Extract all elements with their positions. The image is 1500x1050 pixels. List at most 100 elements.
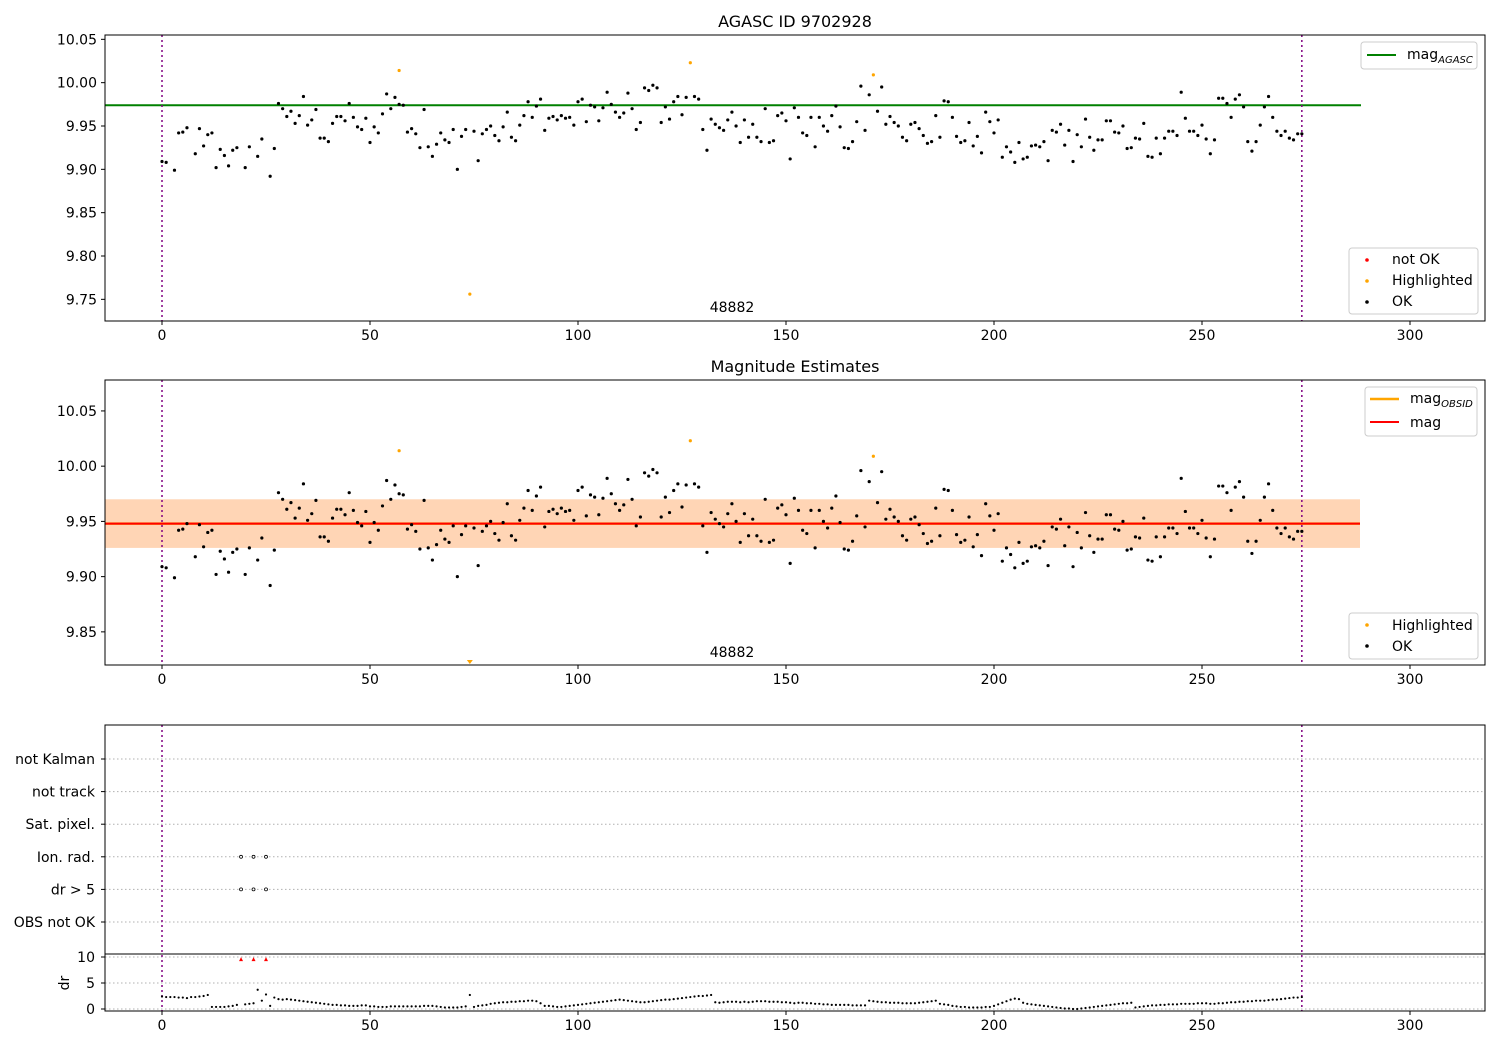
- dr-ok-point: [348, 1004, 351, 1007]
- legend-highlighted-label: Highlighted: [1392, 273, 1473, 289]
- dr-ok-point: [909, 1002, 912, 1005]
- agasc-ok-point: [842, 146, 846, 150]
- dr-ok-point: [543, 1004, 546, 1007]
- legend-mag-ok-label: OK: [1392, 639, 1413, 655]
- dr-ok-point: [526, 999, 530, 1002]
- dr-ok-point: [560, 1005, 563, 1009]
- dr-ok-point: [1042, 1004, 1046, 1007]
- mag-ok-point: [946, 488, 950, 493]
- mag-ok-point: [368, 540, 372, 544]
- mag-ok-point: [210, 528, 214, 532]
- dr-ok-point: [310, 1001, 313, 1004]
- mag-ok-point: [455, 575, 459, 579]
- mag-ok-point: [202, 545, 206, 549]
- dr-notok-marker: [239, 957, 244, 962]
- agasc-ok-point: [518, 123, 522, 127]
- mag-ok-point: [484, 524, 489, 528]
- dr-ok-point: [597, 1001, 600, 1004]
- flag-point: [264, 854, 268, 859]
- dr-ok-point: [223, 1005, 226, 1009]
- dr-ok-point: [314, 1001, 318, 1004]
- agasc-ok-point: [231, 148, 235, 152]
- agasc-ok-point: [172, 168, 177, 172]
- mag-ok-point: [601, 496, 605, 500]
- mag-ok-point: [572, 518, 576, 522]
- mag-ok-point: [339, 507, 343, 511]
- mag-ok-point: [1196, 531, 1200, 536]
- panel-mag-estimates: Magnitude Estimates 0 50 100 150 200 250 300 9.…: [57, 357, 1486, 688]
- agasc-ok-point: [1283, 129, 1287, 133]
- dr-ok-point: [934, 999, 937, 1002]
- mag-ok-point: [1179, 476, 1183, 480]
- mag-ok-point: [522, 506, 526, 510]
- agasc-ok-point: [1233, 97, 1237, 101]
- mag-ok-point: [501, 520, 505, 525]
- dr-ok-point: [248, 1002, 251, 1005]
- mag-ok-point: [256, 558, 260, 562]
- mag-ok-point: [285, 507, 289, 511]
- dr-ok-point: [651, 1000, 654, 1003]
- mag-ok-point: [663, 495, 667, 499]
- dr-ok-point: [1205, 1002, 1208, 1005]
- agasc-ok-point: [659, 120, 663, 125]
- dr-ok-point: [1267, 999, 1270, 1002]
- agasc-ok-point: [1287, 136, 1291, 140]
- mag-ok-point: [322, 535, 326, 539]
- mag-ok-point: [1021, 561, 1025, 565]
- mag-ok-point: [1225, 491, 1229, 495]
- mag-ok-point: [1266, 482, 1271, 486]
- mag-ok-point: [855, 514, 859, 518]
- dr-ok-point: [210, 1005, 214, 1009]
- dr-ok-point: [751, 1000, 754, 1003]
- agasc-ok-point: [493, 133, 497, 138]
- dr-ok-point: [398, 1005, 401, 1008]
- agasc-ok-point: [343, 119, 347, 123]
- agasc-ok-point: [385, 92, 389, 96]
- agasc-ok-point: [588, 103, 593, 107]
- mag-ok-point: [1242, 495, 1246, 499]
- agasc-ok-point: [1000, 155, 1004, 159]
- agasc-ok-point: [1067, 128, 1071, 132]
- mag-ok-point: [1117, 528, 1121, 532]
- dr-ok-point: [734, 1000, 738, 1003]
- mag-ok-point: [360, 524, 364, 528]
- agasc-xtick-label: 200: [981, 328, 1008, 344]
- agasc-ok-point: [501, 125, 505, 129]
- dr-ok-point: [776, 1000, 779, 1003]
- dr-ok-point: [522, 1000, 526, 1003]
- dr-ok-point: [547, 1004, 550, 1007]
- mag-ok-point: [568, 508, 572, 512]
- mag-ok-point: [925, 541, 930, 546]
- mag-ok-point: [372, 520, 376, 525]
- mag-ok-point: [1175, 531, 1179, 536]
- dr-ok-point: [730, 1000, 734, 1003]
- dr-ok-point: [1230, 1001, 1233, 1004]
- agasc-ok-point: [913, 120, 917, 125]
- agasc-ok-point: [1196, 133, 1200, 138]
- mag-ok-point: [397, 492, 401, 496]
- flags-xtick-label: 150: [773, 1018, 800, 1034]
- mag-ok-point: [888, 507, 892, 511]
- dr-ok-point: [834, 1003, 838, 1006]
- dr-notok-marker: [264, 957, 268, 962]
- mag-ok-point: [992, 528, 996, 532]
- dr-ok-point: [1009, 998, 1012, 1001]
- dr-ok-point: [439, 1005, 442, 1009]
- agasc-ok-point: [226, 164, 231, 168]
- agasc-ok-point: [455, 167, 459, 171]
- mag-ok-point: [634, 524, 638, 528]
- mag-ok-point: [576, 488, 580, 493]
- agasc-ok-point: [472, 129, 476, 133]
- mag-ok-point: [984, 502, 988, 506]
- mag-ok-point: [1050, 525, 1054, 529]
- dr-ok-point: [264, 993, 268, 996]
- flag-label: OBS not OK: [14, 915, 96, 931]
- mag-xtick-label: 250: [1189, 672, 1216, 688]
- dr-ok-point: [1296, 996, 1299, 999]
- agasc-highlighted-point: [397, 68, 401, 73]
- dr-ok-point: [905, 1002, 908, 1005]
- mag-ok-point: [722, 525, 726, 529]
- mag-ytick-label: 9.85: [66, 625, 97, 641]
- agasc-ok-point: [1104, 119, 1108, 123]
